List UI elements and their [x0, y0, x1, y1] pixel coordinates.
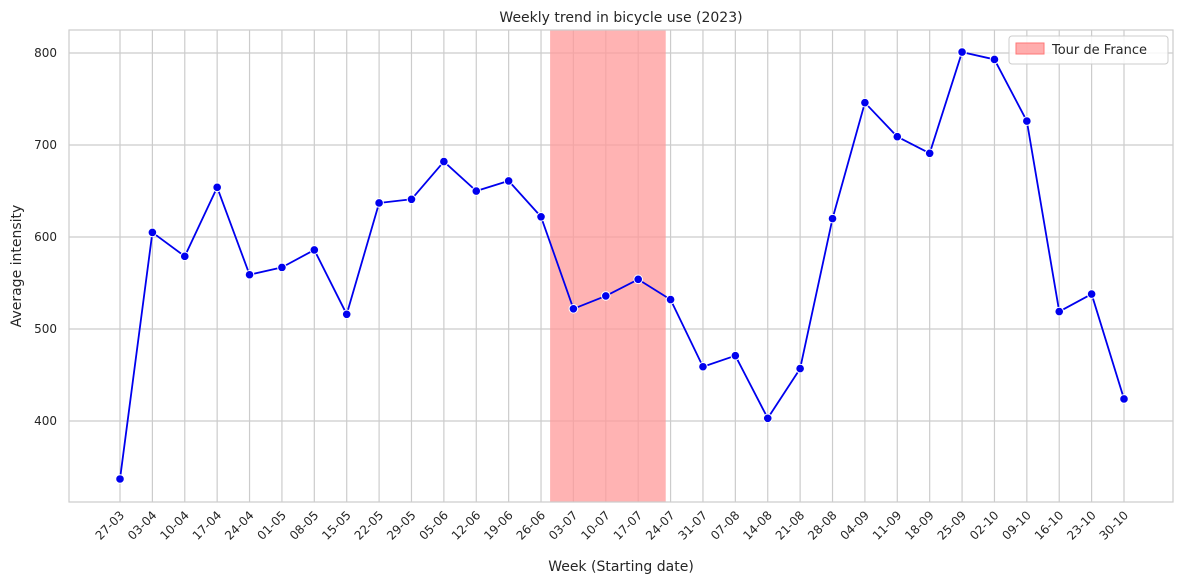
chart-title: Weekly trend in bicycle use (2023)	[499, 10, 742, 26]
x-tick-label: 27-03	[93, 508, 128, 543]
data-point	[924, 148, 935, 159]
x-tick-label: 03-07	[546, 508, 581, 543]
data-point	[989, 54, 1000, 65]
plot-frame	[68, 29, 1174, 503]
y-tick-label: 500	[34, 322, 57, 336]
series-layer	[115, 47, 1129, 484]
x-tick-label: 07-08	[708, 508, 743, 543]
shade-layer	[550, 30, 666, 502]
data-point	[212, 182, 222, 193]
grid-layer	[69, 30, 1173, 502]
data-point	[406, 194, 417, 205]
legend-swatch	[1015, 42, 1045, 55]
x-tick-label: 31-07	[676, 508, 711, 543]
data-point	[601, 291, 611, 301]
x-tick-label: 25-09	[935, 508, 970, 543]
data-point	[827, 213, 838, 224]
x-tick-label: 03-04	[125, 508, 160, 543]
y-tick-label: 800	[34, 46, 57, 60]
data-point	[568, 303, 579, 314]
x-axis-label: Week (Starting date)	[548, 559, 694, 575]
data-point	[665, 294, 676, 305]
x-tick-label: 28-08	[805, 508, 840, 543]
data-point	[341, 309, 352, 320]
x-tick-label: 10-04	[157, 508, 192, 543]
y-tick-label: 600	[34, 230, 57, 244]
data-point	[762, 413, 773, 424]
data-point	[244, 269, 255, 280]
data-point	[1086, 289, 1097, 299]
legend-box	[1008, 35, 1169, 65]
data-point	[115, 474, 125, 484]
data-point	[277, 262, 287, 273]
legend-label: Tour de France	[1051, 43, 1147, 58]
x-tick-label: 10-07	[578, 508, 613, 543]
data-point	[147, 227, 158, 238]
data-point	[374, 198, 384, 208]
y-tick-label: 700	[34, 138, 57, 152]
x-tick-label: 19-06	[481, 508, 516, 543]
x-tick-label: 09-10	[999, 508, 1034, 543]
data-point	[633, 274, 643, 285]
data-point	[1054, 306, 1065, 317]
x-tick-label: 21-08	[773, 508, 808, 543]
x-tick-label: 11-09	[870, 508, 905, 543]
data-point	[860, 97, 870, 108]
x-tick-label: 12-06	[449, 508, 484, 543]
data-point	[957, 47, 967, 57]
x-tick-label: 24-07	[643, 508, 678, 543]
tour-de-france-band	[550, 30, 666, 502]
x-tick-label: 02-10	[967, 508, 1002, 543]
legend: Tour de France	[1008, 35, 1169, 65]
y-axis-label: Average intensity	[9, 205, 25, 328]
x-tick-label: 30-10	[1097, 508, 1132, 543]
data-point	[698, 361, 708, 372]
data-point	[309, 245, 320, 255]
x-tick-label: 04-09	[837, 508, 872, 543]
data-point	[536, 211, 546, 222]
data-point	[730, 350, 741, 361]
data-point	[892, 131, 903, 142]
x-tick-label: 14-08	[740, 508, 775, 543]
data-point	[1022, 116, 1032, 126]
data-point	[1119, 394, 1129, 404]
x-tick-label: 29-05	[384, 508, 419, 543]
x-tick-label: 05-06	[416, 508, 451, 543]
y-tick-label: 400	[34, 414, 57, 428]
x-tick-label: 17-04	[190, 508, 225, 543]
x-tick-label: 08-05	[287, 508, 322, 543]
x-tick-label: 23-10	[1064, 508, 1099, 543]
data-point	[179, 251, 190, 262]
x-tick-label: 17-07	[611, 508, 646, 543]
x-tick-label: 22-05	[352, 508, 387, 543]
x-tick-label: 01-05	[254, 508, 289, 543]
x-tick-label: 18-09	[902, 508, 937, 543]
data-point	[439, 156, 449, 167]
x-tick-label: 16-10	[1032, 508, 1067, 543]
series-line	[119, 51, 1125, 480]
x-tick-label: 24-04	[222, 508, 257, 543]
x-tick-label: 26-06	[514, 508, 549, 543]
data-point	[795, 363, 805, 374]
x-tick-label: 15-05	[319, 508, 354, 543]
data-point	[503, 176, 514, 186]
data-point	[471, 186, 482, 196]
